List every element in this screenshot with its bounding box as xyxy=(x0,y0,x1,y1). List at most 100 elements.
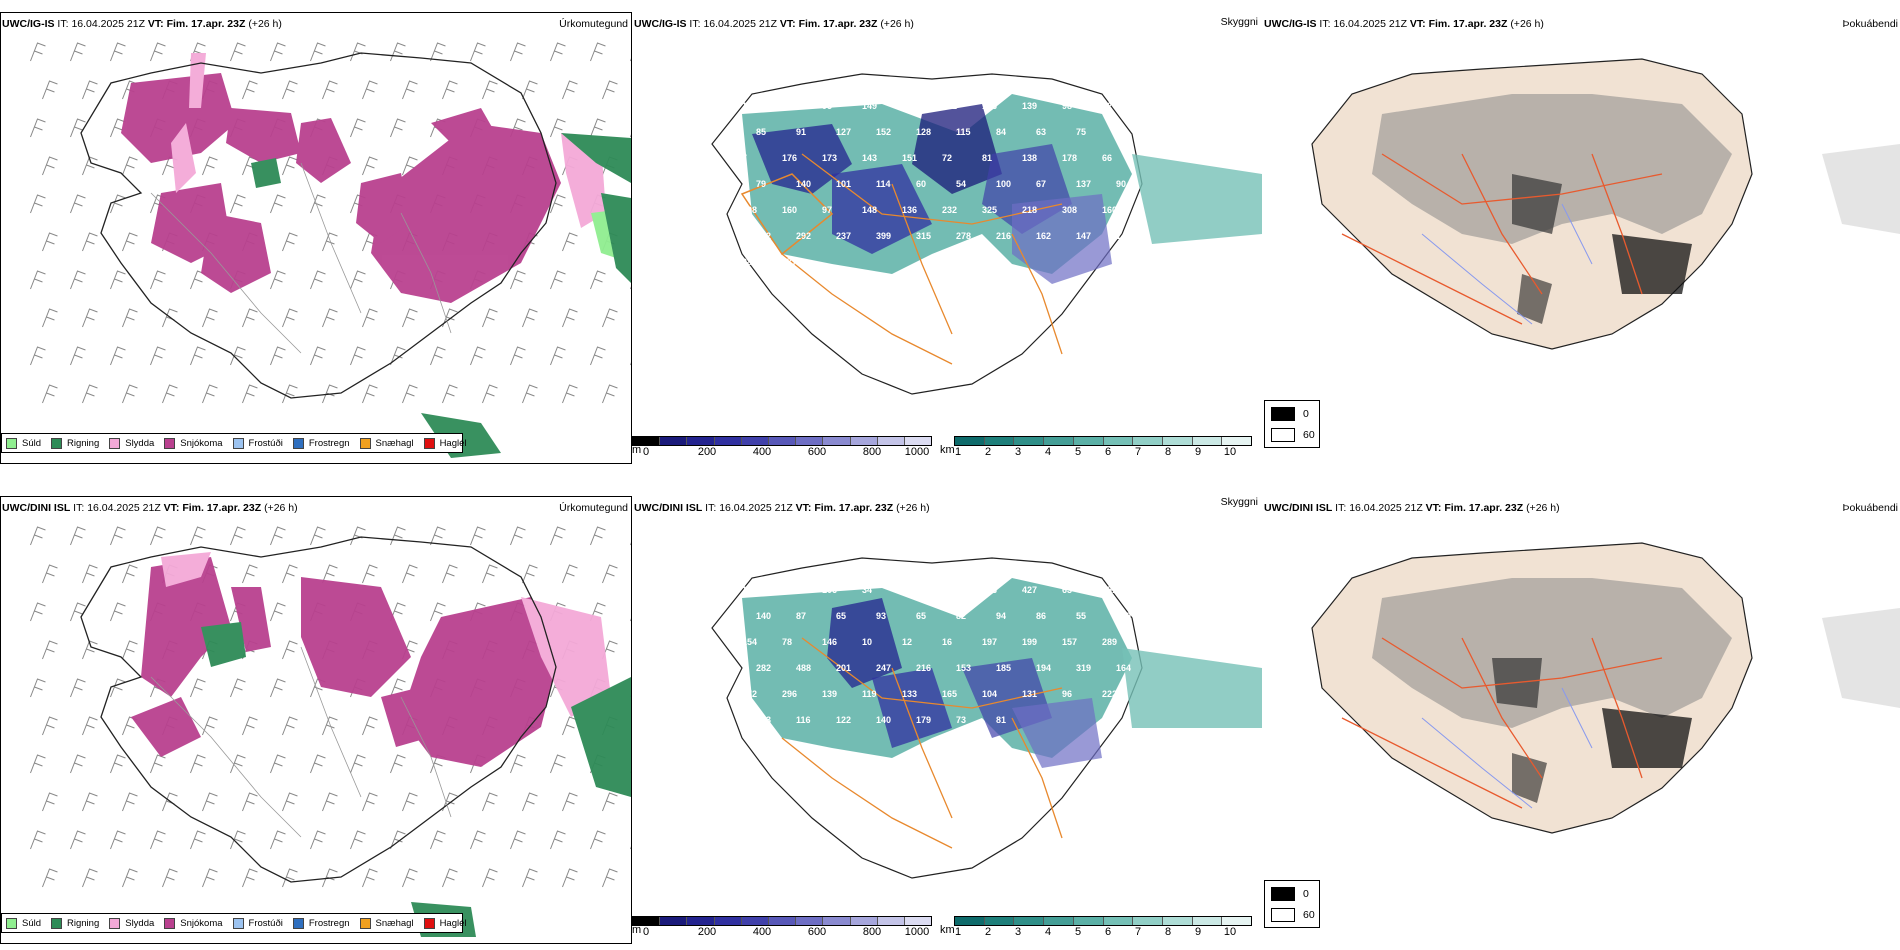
wind-barb-icon xyxy=(270,754,286,774)
visibility-value-label: 115 xyxy=(956,127,971,137)
visibility-value-label: 151 xyxy=(1102,585,1117,595)
wind-barb-icon xyxy=(110,602,126,622)
visibility-map-bottom: 136 119 106 34 148 157 226 427 63 151 140 87 65 93 65 8… xyxy=(632,518,1262,914)
it-label: IT: xyxy=(1335,502,1347,514)
cloud-base-ticks: 0 200 400 600 800 1000 xyxy=(632,446,932,460)
visibility-value-label: 226 xyxy=(982,585,997,595)
visibility-value-label: 119 xyxy=(782,585,797,595)
wind-barb-icon xyxy=(202,384,218,404)
wind-barb-icon xyxy=(122,308,138,328)
precip-title-bottom: Úrkomutegund xyxy=(559,502,628,514)
cloud-base-ticks: 0 200 400 600 800 1000 xyxy=(632,926,932,940)
wind-barb-icon xyxy=(30,678,46,698)
lead-time: (+26 h) xyxy=(1526,502,1560,514)
wind-barb-icon xyxy=(242,564,258,584)
visibility-value-label: 100 xyxy=(996,179,1011,189)
model-name: UWC/DINI ISL xyxy=(634,502,703,514)
wind-barb-icon xyxy=(322,564,338,584)
lead-time: (+26 h) xyxy=(896,502,930,514)
wind-barb-icon xyxy=(122,232,138,252)
visibility-value-label: 119 xyxy=(862,689,877,699)
tick-label: 400 xyxy=(752,926,772,938)
wind-barb-icon xyxy=(282,156,298,176)
wind-barb-icon xyxy=(550,270,566,290)
legend-label: Frostregn xyxy=(308,917,350,929)
legend-swatch xyxy=(423,917,435,929)
visibility-value-label: 139 xyxy=(1022,101,1037,111)
wind-barb-icon xyxy=(562,792,578,812)
wind-barb-icon xyxy=(362,564,378,584)
fog-swatch-60 xyxy=(1271,428,1295,442)
legend-swatch xyxy=(164,917,176,929)
vt-value: Fim. 17.apr. 23Z xyxy=(814,502,894,514)
wind-barb-icon xyxy=(350,754,366,774)
vt-value: Fim. 17.apr. 23Z xyxy=(798,18,878,30)
tick-label: 7 xyxy=(1134,446,1142,458)
visibility-value-label: 247 xyxy=(876,663,891,673)
wind-barb-icon xyxy=(402,868,418,888)
legend-item-suld: Súld xyxy=(6,917,41,929)
cloud-base-unit: m xyxy=(632,924,642,936)
legend-label: Frostúði xyxy=(248,437,283,449)
wind-barb-icon xyxy=(190,346,206,366)
wind-barb-icon xyxy=(242,384,258,404)
visibility-value-label: 197 xyxy=(982,637,997,647)
wind-barb-icon xyxy=(202,308,218,328)
tick-label: 2 xyxy=(984,926,992,938)
fog-label-0: 0 xyxy=(1303,888,1309,900)
visibility-value-label: 198 xyxy=(742,205,757,215)
wind-barb-icon xyxy=(510,42,526,62)
tick-label: 1000 xyxy=(904,446,930,458)
model-name: UWC/IG-IS xyxy=(634,18,687,30)
wind-barb-icon xyxy=(282,384,298,404)
vt-label: VT: xyxy=(147,18,164,30)
visibility-value-label: 66 xyxy=(1102,153,1112,163)
fog-panel-bottom: UWC/DINI ISL IT: 16.04.2025 21Z VT: Fim.… xyxy=(1262,496,1900,944)
wind-barb-icon xyxy=(550,42,566,62)
visibility-value-label: 34 xyxy=(862,585,872,595)
legend-label: Snjókoma xyxy=(180,437,223,449)
visibility-value-label: 162 xyxy=(1036,231,1051,241)
wind-barb-icon xyxy=(110,346,126,366)
legend-label: Slydda xyxy=(125,917,155,929)
visibility-value-label: 126 xyxy=(742,101,757,111)
vt-label: VT: xyxy=(779,18,796,30)
visibility-value-label: 153 xyxy=(956,663,971,673)
tick-label: 7 xyxy=(1134,926,1142,938)
visibility-value-label: 72 xyxy=(942,153,952,163)
visibility-value-label: 149 xyxy=(862,101,877,111)
visibility-value-label: 148 xyxy=(862,205,877,215)
wind-barb-icon xyxy=(110,194,126,214)
wind-barb-icon xyxy=(30,754,46,774)
tick-label: 1 xyxy=(954,926,962,938)
wind-barb-icon xyxy=(42,716,58,736)
wind-barb-icon xyxy=(42,564,58,584)
tick-label: 3 xyxy=(1014,446,1022,458)
fog-swatch-0 xyxy=(1271,407,1295,421)
legend-label: Frostúði xyxy=(248,917,283,929)
vt-value: Fim. 17.apr. 23Z xyxy=(182,502,262,514)
wind-barb-icon xyxy=(110,526,126,546)
legend-label: Haglél xyxy=(439,437,467,449)
wind-barb-icon xyxy=(510,830,526,850)
tick-label: 6 xyxy=(1104,926,1112,938)
model-name: UWC/DINI ISL xyxy=(1264,502,1333,514)
wind-barb-icon xyxy=(390,678,406,698)
visibility-header-top: UWC/IG-IS IT: 16.04.2025 21Z VT: Fim. 17… xyxy=(634,18,914,30)
wind-barb-icon xyxy=(470,42,486,62)
wind-barb-icon xyxy=(42,792,58,812)
legend-item-haglel: Haglél xyxy=(423,437,467,449)
lead-time: (+26 h) xyxy=(1510,18,1544,30)
wind-barb-icon xyxy=(390,42,406,62)
wind-barb-icon xyxy=(202,716,218,736)
vt-value: Fim. 17.apr. 23Z xyxy=(166,18,246,30)
wind-barb-icon xyxy=(70,602,86,622)
wind-barb-icon xyxy=(510,526,526,546)
visibility-value-label: 139 xyxy=(822,689,837,699)
cloud-base-swatches xyxy=(632,916,932,926)
legend-label: Snæhagl xyxy=(375,437,414,449)
wind-barb-icon xyxy=(322,792,338,812)
visibility-header-bottom: UWC/DINI ISL IT: 16.04.2025 21Z VT: Fim.… xyxy=(634,502,930,514)
wind-barb-icon xyxy=(522,384,538,404)
tick-label: 800 xyxy=(862,446,882,458)
